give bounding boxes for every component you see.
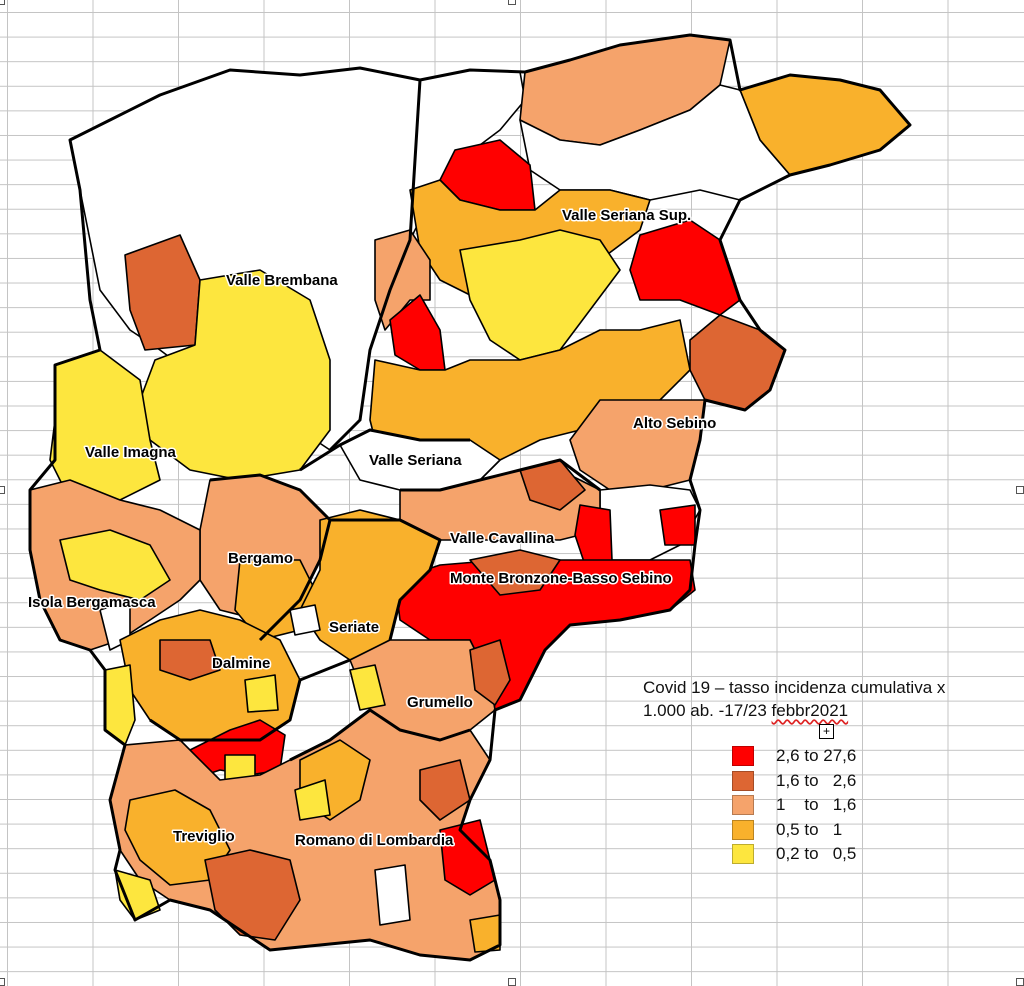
resize-handle-left[interactable] bbox=[0, 486, 5, 494]
label-dalmine: Dalmine bbox=[212, 655, 270, 672]
district-boundary-brembana bbox=[328, 79, 422, 452]
district-boundary-seriate bbox=[330, 518, 442, 641]
area-bronzone-brown bbox=[469, 549, 561, 596]
legend: 2,6 to 27,6 1,6 to 2,6 1 to 1,6 0,5 to 1… bbox=[732, 744, 856, 867]
legend-title-line1: Covid 19 – tasso incidenza cumulativa x bbox=[643, 678, 946, 697]
area-lake-red bbox=[659, 504, 696, 546]
legend-label: 1,6 to 2,6 bbox=[776, 770, 857, 790]
legend-item: 2,6 to 27,6 bbox=[732, 744, 856, 769]
label-monte-bronzone: Monte Bronzone-Basso Sebino bbox=[450, 570, 672, 587]
area-isola-yellow bbox=[59, 529, 171, 601]
district-boundary-cavallina bbox=[400, 458, 601, 492]
legend-title-line2-prefix: 1.000 ab. -17/23 bbox=[643, 701, 772, 720]
resize-handle-bottom-left[interactable] bbox=[0, 978, 5, 986]
resize-handle-bottom-right[interactable] bbox=[1016, 978, 1024, 986]
area-cavallina-red bbox=[574, 504, 613, 566]
area-dalmine-yellow bbox=[244, 674, 279, 713]
area-south-red bbox=[439, 819, 496, 896]
area-south-brown bbox=[419, 759, 471, 821]
resize-handle-right[interactable] bbox=[1016, 486, 1024, 494]
area-seriana-yellow bbox=[459, 229, 621, 361]
area-east-brown bbox=[689, 314, 786, 411]
label-treviglio: Treviglio bbox=[173, 828, 235, 845]
area-seriate-white bbox=[289, 604, 321, 636]
area-romano-yellow bbox=[294, 779, 331, 821]
area-imagna-yellow bbox=[49, 349, 161, 501]
label-romano: Romano di Lombardia bbox=[295, 832, 454, 849]
label-bergamo: Bergamo bbox=[228, 550, 293, 567]
area-far-south-orange bbox=[469, 914, 501, 953]
legend-label: 1 to 1,6 bbox=[776, 795, 857, 815]
legend-label: 0,2 to 0,5 bbox=[776, 844, 857, 864]
legend-item: 1 to 1,6 bbox=[732, 793, 856, 818]
legend-label: 2,6 to 27,6 bbox=[776, 746, 857, 766]
district-boundary-south bbox=[289, 708, 471, 762]
legend-label: 0,5 to 1 bbox=[776, 819, 843, 839]
legend-title-line2: 1.000 ab. -17/23 febbr2021 bbox=[643, 699, 1013, 722]
resize-handle-bottom[interactable] bbox=[508, 978, 516, 986]
province-outline bbox=[28, 33, 912, 962]
district-boundary-dalmine bbox=[149, 658, 351, 742]
area-dalmine-brown bbox=[159, 639, 221, 681]
legend-swatch bbox=[732, 746, 754, 767]
area-southwest-yellow bbox=[114, 869, 161, 921]
legend-swatch bbox=[732, 770, 754, 791]
legend-swatch bbox=[732, 819, 754, 840]
area-alto-sebino-salmon bbox=[569, 399, 706, 491]
label-valle-cavallina: Valle Cavallina bbox=[450, 530, 555, 547]
district-boundary-seriana bbox=[299, 428, 470, 472]
legend-item: 0,5 to 1 bbox=[732, 818, 856, 843]
area-grumello-yellow bbox=[349, 664, 386, 711]
legend-title-line2-date: febbr2021 bbox=[771, 701, 849, 720]
label-valle-imagna: Valle Imagna bbox=[85, 444, 177, 461]
legend-item: 0,2 to 0,5 bbox=[732, 842, 856, 867]
legend-swatch bbox=[732, 844, 754, 865]
label-seriate: Seriate bbox=[329, 619, 379, 636]
label-valle-seriana: Valle Seriana bbox=[369, 452, 462, 469]
resize-handle-top-left[interactable] bbox=[0, 0, 5, 5]
legend-swatch bbox=[732, 795, 754, 816]
legend-item: 1,6 to 2,6 bbox=[732, 769, 856, 794]
area-romano-brown bbox=[204, 849, 301, 941]
resize-handle-top[interactable] bbox=[508, 0, 516, 5]
label-isola-bergamasca: Isola Bergamasca bbox=[28, 594, 156, 611]
label-grumello: Grumello bbox=[407, 694, 473, 711]
label-valle-seriana-sup: Valle Seriana Sup. bbox=[562, 207, 691, 224]
area-grumello-brown bbox=[469, 639, 511, 706]
move-handle-icon[interactable]: + bbox=[819, 724, 834, 739]
label-alto-sebino: Alto Sebino bbox=[633, 415, 716, 432]
legend-title: Covid 19 – tasso incidenza cumulativa x … bbox=[643, 676, 1013, 722]
label-valle-brembana: Valle Brembana bbox=[226, 272, 338, 289]
area-south-white bbox=[374, 864, 411, 926]
